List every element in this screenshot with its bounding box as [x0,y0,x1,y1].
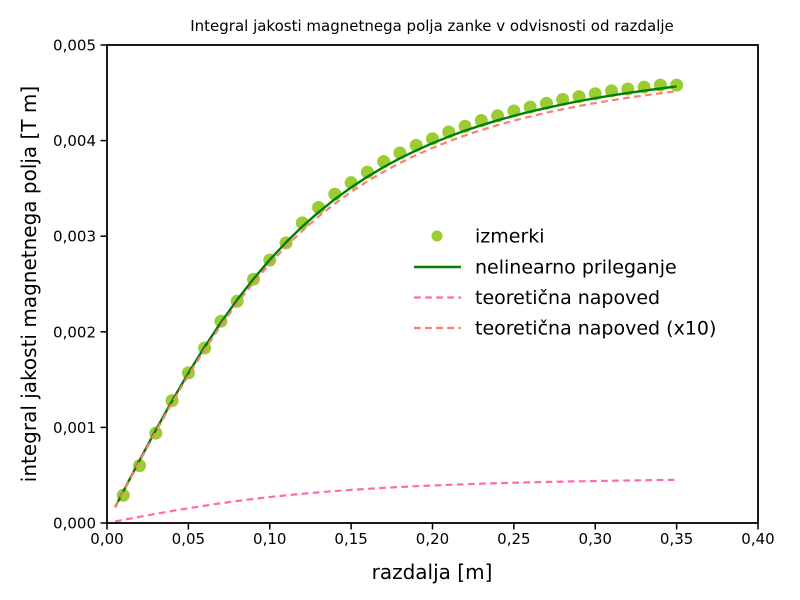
data-point [670,78,684,92]
y-axis-label: integral jakosti magnetnega polja [T m] [17,86,41,482]
axis-ticks-layer: 0,00 0,05 0,10 0,15 0,20 0,25 0,30 0,35 0,40 0,00… [53,37,775,549]
y-tick-label: 0,005 [53,37,96,55]
y-tick-label: 0,002 [53,323,96,341]
x-tick-label: 0,15 [334,530,367,548]
x-tick-label: 0,30 [579,530,612,548]
y-tick-label: 0,003 [53,228,96,246]
legend: izmerki nelinearno prileganje teoretična… [414,226,716,340]
legend-label-fit: nelinearno prileganje [475,257,677,279]
y-tick-label: 0,000 [53,515,96,533]
x-tick-label: 0,05 [172,530,205,548]
plot-spines [106,44,759,524]
legend-label-izmerki: izmerki [475,226,545,248]
plot-area [107,45,758,523]
chart-title: Integral jakosti magnetnega polja zanke … [190,17,674,35]
x-tick-label: 0,20 [416,530,449,548]
theory-line [114,478,677,523]
x-tick-label: 0,40 [741,530,774,548]
legend-label-theory-x10: teoretična napoved (x10) [475,318,716,340]
curves-layer [114,85,677,523]
legend-label-theory: teoretična napoved [475,287,660,309]
legend-marker-izmerki [431,230,443,242]
x-tick-label: 0,00 [90,530,123,548]
y-tick-label: 0,004 [53,132,96,150]
x-tick-label: 0,35 [660,530,693,548]
x-tick-label: 0,10 [253,530,286,548]
data-point [295,216,309,230]
x-axis-label: razdalja [m] [372,560,493,584]
theory-x10-line [114,90,677,508]
fit-line [114,85,677,508]
y-tick-label: 0,001 [53,419,96,437]
x-tick-label: 0,25 [497,530,530,548]
